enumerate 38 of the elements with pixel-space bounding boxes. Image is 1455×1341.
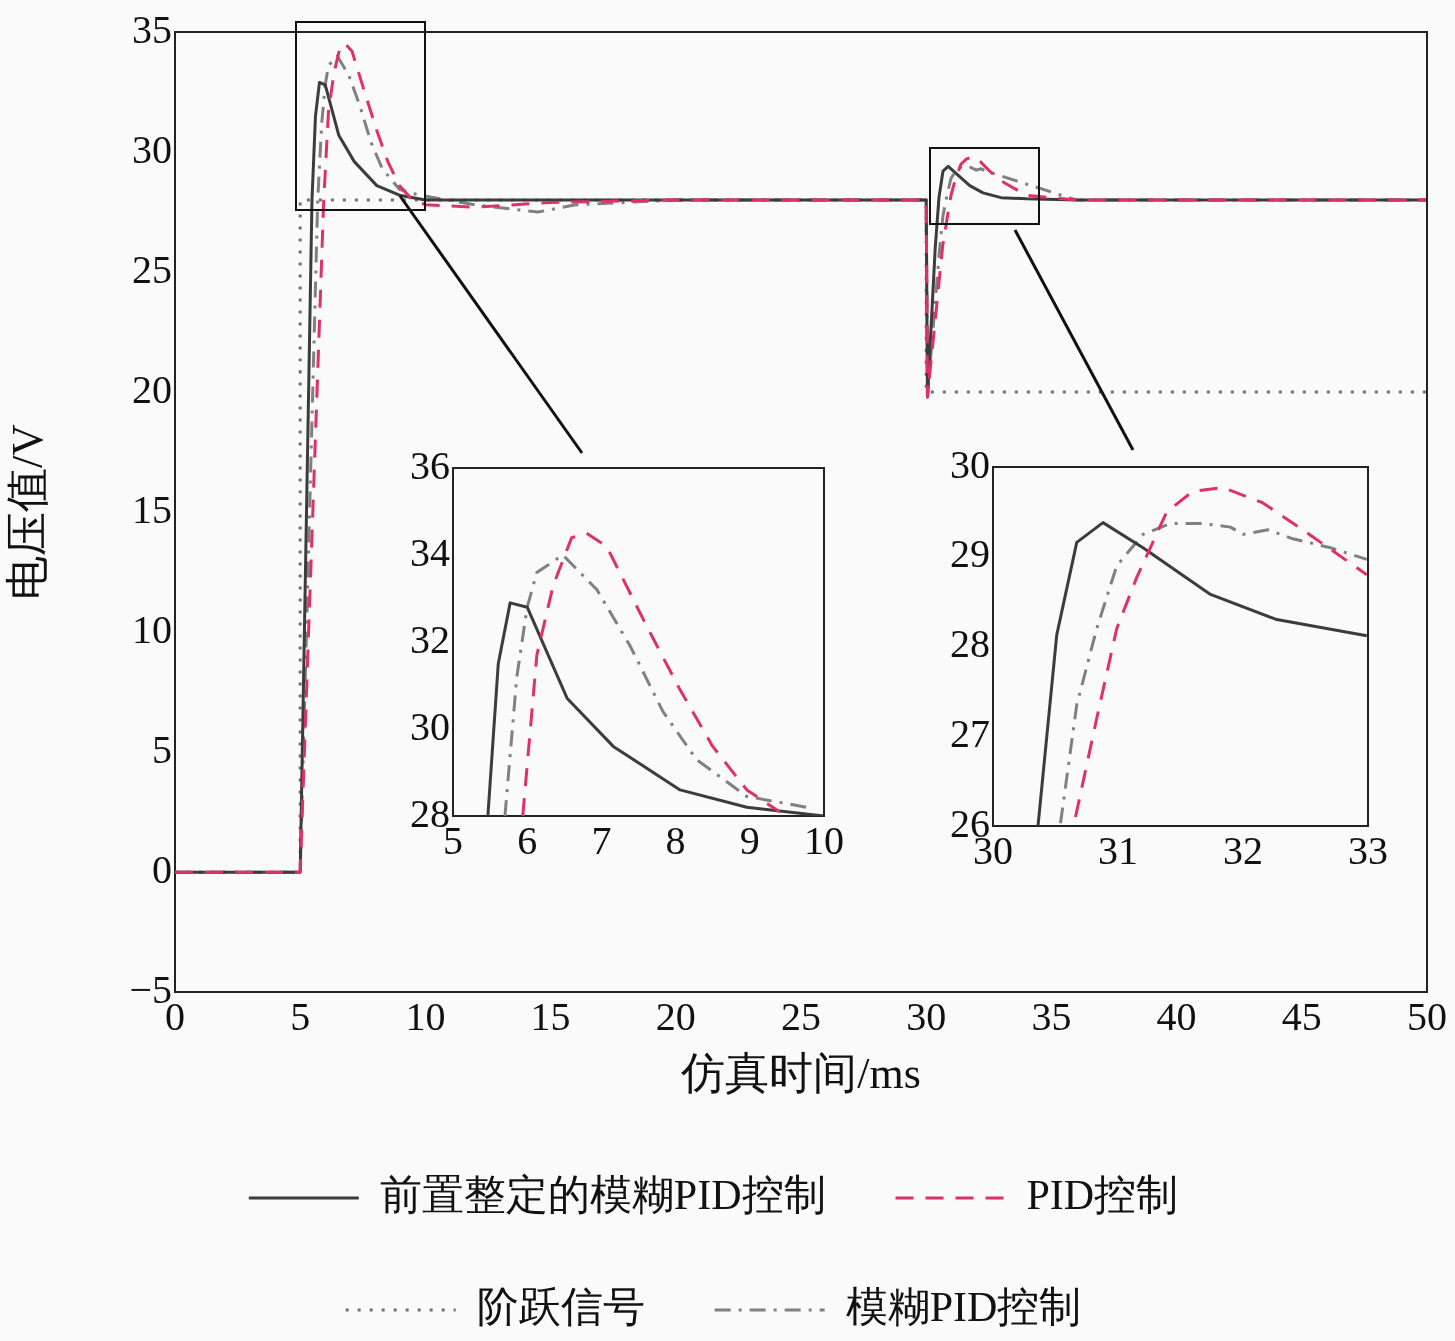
x-tick-label: 15 <box>530 993 571 1039</box>
y-tick-label: 30 <box>950 441 990 487</box>
x-tick-label: 25 <box>781 993 821 1039</box>
legend-label: 模糊PID控制 <box>845 1284 1082 1331</box>
y-tick-label: 36 <box>410 442 450 488</box>
y-tick-label: 28 <box>950 621 990 666</box>
y-tick-label: 5 <box>152 726 172 772</box>
legend-label: PID控制 <box>1026 1172 1179 1219</box>
y-tick-label: 34 <box>410 529 450 575</box>
y-tick-label: 25 <box>132 246 172 292</box>
x-tick-label: 32 <box>1223 827 1263 873</box>
legend-label: 前置整定的模糊PID控制 <box>379 1172 826 1219</box>
x-tick-label: 30 <box>906 993 947 1039</box>
x-tick-label: 40 <box>1156 993 1197 1039</box>
y-axis-title: 电压值/V <box>2 423 52 601</box>
x-tick-label: 8 <box>665 817 686 863</box>
x-tick-label: 35 <box>1031 993 1072 1039</box>
x-axis-title: 仿真时间/ms <box>680 1049 921 1099</box>
y-tick-label: 29 <box>950 531 990 577</box>
y-tick-label: 10 <box>132 606 172 652</box>
y-tick-label: 27 <box>950 710 990 756</box>
y-tick-label: 32 <box>410 616 450 662</box>
x-tick-label: 7 <box>591 817 612 863</box>
y-tick-label: 30 <box>132 126 172 172</box>
x-tick-label: 50 <box>1407 993 1447 1039</box>
y-tick-label: 30 <box>410 703 450 749</box>
x-tick-label: 20 <box>655 993 696 1039</box>
x-tick-label: 31 <box>1098 827 1138 873</box>
x-tick-label: 9 <box>739 817 760 863</box>
legend-label: 阶跃信号 <box>476 1284 645 1331</box>
x-tick-label: 6 <box>517 817 538 863</box>
y-tick-label: 15 <box>132 486 172 532</box>
x-tick-label: 33 <box>1348 827 1388 873</box>
y-tick-label: 35 <box>132 6 172 52</box>
x-tick-label: 10 <box>804 817 844 863</box>
x-tick-label: 5 <box>290 993 311 1039</box>
x-tick-label: 45 <box>1281 993 1322 1039</box>
y-tick-label: 20 <box>132 366 172 412</box>
